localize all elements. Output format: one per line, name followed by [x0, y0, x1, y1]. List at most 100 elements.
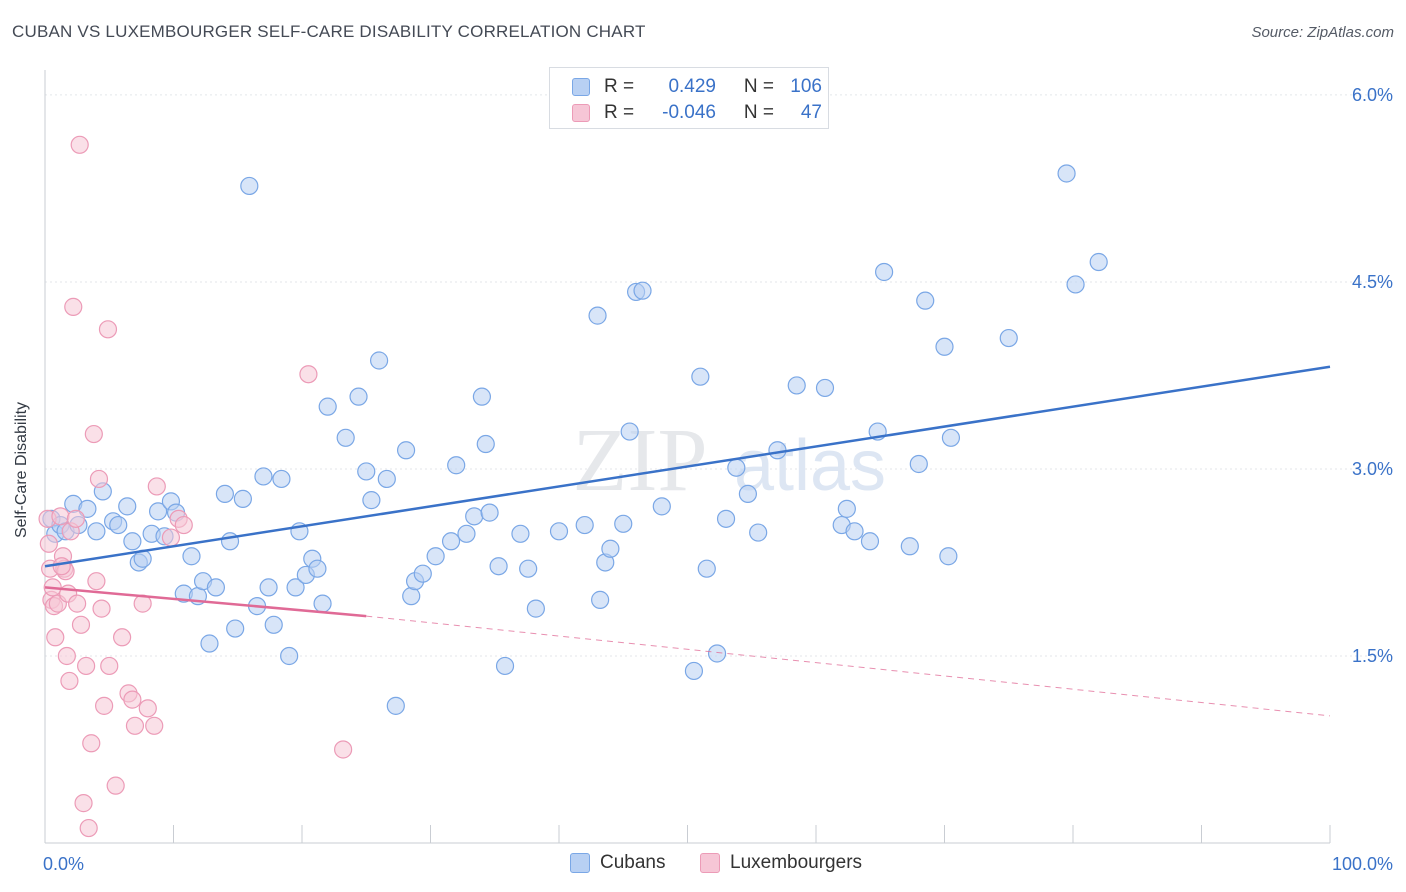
series-swatch-cubans	[570, 853, 590, 873]
cuban-point	[480, 503, 499, 522]
cuban-point	[123, 532, 142, 551]
cuban-point	[738, 484, 757, 504]
stats-legend: R = 0.429 N = 106 R = -0.046 N = 47	[549, 67, 829, 129]
luxembourger-point	[64, 297, 83, 316]
cuban-point	[588, 306, 607, 325]
luxembourger-trend-line-extension	[366, 615, 1331, 717]
series-swatch-luxembourgers	[700, 853, 720, 873]
cuban-point	[206, 578, 226, 597]
cuban-point	[999, 328, 1018, 348]
cuban-point	[472, 387, 491, 406]
cuban-point	[447, 456, 466, 475]
legend-row-luxembourgers: R = -0.046 N = 47	[572, 101, 822, 125]
cuban-point	[318, 397, 337, 416]
cuban-point	[875, 262, 894, 282]
legend-r-value: 0.429	[668, 76, 716, 97]
cuban-point	[370, 351, 389, 370]
cuban-point	[727, 458, 746, 477]
cuban-point	[935, 337, 954, 356]
luxembourger-point	[95, 696, 114, 715]
source-label: Source: ZipAtlas.com	[1251, 24, 1394, 41]
cuban-point	[441, 532, 461, 551]
cuban-point	[614, 514, 633, 533]
cuban-point	[413, 564, 432, 583]
cuban-point	[716, 509, 736, 528]
cuban-point	[402, 587, 421, 606]
luxembourger-point	[68, 594, 87, 613]
cuban-point	[620, 422, 639, 441]
luxembourger-point	[125, 716, 145, 735]
series-legend-luxembourgers: Luxembourgers	[700, 852, 862, 874]
cuban-point	[697, 559, 716, 578]
cuban-point	[386, 696, 405, 715]
cuban-point	[519, 559, 538, 578]
luxembourger-point	[138, 699, 157, 718]
cuban-point	[148, 502, 168, 521]
cuban-point	[909, 454, 928, 474]
chart-title: CUBAN VS LUXEMBOURGER SELF-CARE DISABILI…	[12, 22, 646, 41]
series-legend-cubans: Cubans	[570, 852, 666, 874]
cuban-point	[860, 532, 880, 551]
luxembourger-trend-line	[44, 586, 367, 618]
cuban-point	[489, 557, 508, 576]
cuban-point	[457, 524, 476, 543]
luxembourger-point	[106, 776, 125, 795]
legend-swatch-luxembourgers	[572, 104, 590, 122]
cuban-point	[357, 462, 376, 481]
cuban-trend-line	[44, 365, 1331, 568]
watermark-zip: ZIP	[573, 411, 708, 510]
cuban-point	[264, 615, 283, 634]
cuban-point	[200, 634, 219, 653]
luxembourger-point	[66, 509, 85, 528]
cuban-point	[549, 522, 569, 541]
cuban-point	[336, 428, 355, 447]
cuban-point	[377, 469, 396, 489]
cuban-point	[916, 291, 935, 310]
cuban-point	[226, 619, 245, 638]
cuban-point	[280, 646, 299, 666]
cuban-point	[182, 547, 201, 566]
cuban-point	[575, 515, 594, 535]
cuban-point	[233, 489, 252, 508]
series-label-luxembourgers: Luxembourgers	[730, 852, 863, 873]
legend-n-label: N =	[743, 76, 774, 97]
cuban-point	[426, 547, 445, 566]
x-tick-label: 100.0%	[1332, 854, 1393, 874]
luxembourger-point	[92, 599, 111, 618]
cuban-point	[396, 441, 416, 460]
legend-n-value: 106	[790, 76, 822, 97]
cuban-point	[691, 367, 710, 386]
y-tick-label: 1.5%	[1352, 646, 1393, 666]
cuban-point	[495, 656, 515, 676]
luxembourger-point	[334, 740, 353, 759]
cuban-point	[215, 484, 234, 504]
series-label-cubans: Cubans	[600, 852, 666, 873]
luxembourger-point	[98, 320, 118, 339]
cuban-point	[526, 599, 545, 618]
cuban-point	[308, 559, 327, 578]
cuban-point	[313, 594, 332, 613]
legend-r-value: -0.046	[662, 102, 716, 123]
cuban-point	[511, 524, 530, 543]
luxembourger-point	[46, 628, 65, 647]
luxembourger-point	[79, 818, 98, 838]
series-legend: Cubans Luxembourgers	[0, 852, 1406, 876]
cuban-point	[591, 590, 610, 609]
luxembourger-point	[145, 716, 164, 735]
luxembourger-point	[51, 507, 70, 526]
luxembourger-point	[123, 690, 142, 709]
cuban-point	[1057, 164, 1076, 183]
cuban-point	[633, 281, 652, 300]
y-tick-label: 6.0%	[1352, 85, 1393, 105]
cuban-point	[240, 176, 259, 196]
cuban-point	[272, 469, 291, 489]
cuban-point	[815, 378, 835, 398]
luxembourger-point	[70, 135, 89, 154]
legend-n-value: 47	[800, 102, 822, 123]
cuban-point	[837, 499, 856, 518]
cuban-point	[684, 661, 704, 681]
cuban-point	[939, 547, 958, 566]
cuban-point	[259, 578, 278, 597]
luxembourger-point	[299, 365, 318, 384]
cuban-point	[362, 491, 381, 510]
